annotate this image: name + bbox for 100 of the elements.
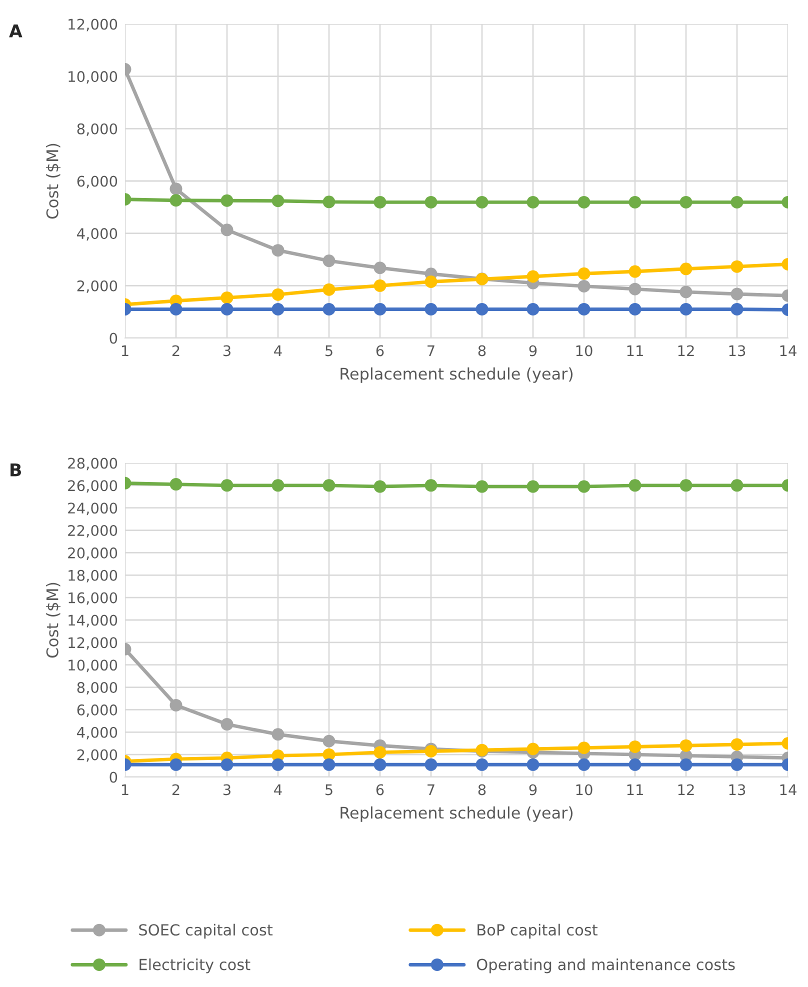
- x-tick-label: 5: [325, 784, 332, 796]
- point: [730, 260, 744, 273]
- x-tick-label: 6: [376, 345, 384, 356]
- point: [680, 758, 692, 771]
- point: [578, 196, 590, 208]
- x-tick-label: 7: [428, 784, 434, 796]
- point: [628, 302, 642, 316]
- point: [220, 194, 234, 207]
- point: [424, 196, 438, 208]
- point: [322, 758, 336, 771]
- point: [374, 196, 386, 208]
- point: [220, 758, 234, 771]
- point: [424, 479, 438, 492]
- point: [424, 275, 438, 288]
- x-tick-label: 2: [172, 345, 180, 356]
- y-tick-label: 16,000: [68, 592, 118, 605]
- y-tick-label: 22,000: [68, 525, 118, 538]
- point: [526, 302, 540, 316]
- point: [578, 758, 590, 771]
- point: [476, 196, 488, 208]
- x-tick-label: 7: [428, 345, 434, 356]
- x-axis-title: Replacement schedule (year): [340, 367, 573, 383]
- point: [628, 740, 642, 753]
- point: [578, 280, 590, 292]
- x-tick-label: 6: [376, 784, 384, 796]
- x-tick-label: 13: [729, 784, 746, 796]
- y-tick-label: 4,000: [77, 228, 118, 241]
- point: [526, 742, 540, 756]
- point: [526, 480, 540, 493]
- point: [730, 479, 744, 492]
- point: [220, 224, 234, 236]
- point: [374, 262, 386, 274]
- point: [322, 196, 336, 208]
- point: [476, 302, 488, 316]
- x-tick-label: 3: [223, 345, 230, 356]
- point: [322, 302, 336, 316]
- point: [272, 479, 284, 492]
- x-tick-label: 3: [223, 784, 230, 796]
- y-tick-label: 4,000: [77, 726, 118, 740]
- point: [220, 291, 234, 304]
- point: [578, 480, 590, 493]
- y-tick-label: 0: [110, 332, 118, 344]
- x-tick-label: 9: [529, 345, 537, 356]
- point: [170, 302, 182, 316]
- point: [220, 479, 234, 492]
- point: [374, 279, 386, 292]
- legend-label: SOEC capital cost: [139, 924, 273, 939]
- y-tick-label: 18,000: [68, 570, 118, 582]
- y-tick-label: 10,000: [68, 71, 118, 84]
- point: [526, 196, 540, 208]
- point: [220, 302, 234, 316]
- y-tick-label: 6,000: [77, 176, 118, 188]
- point: [322, 734, 336, 748]
- y-tick-label: 8,000: [77, 682, 118, 695]
- x-tick-label: 9: [529, 784, 537, 796]
- point: [578, 742, 590, 754]
- point: [730, 196, 744, 208]
- x-tick-label: 1: [122, 784, 128, 796]
- point: [170, 182, 182, 196]
- point: [272, 244, 284, 257]
- x-tick-label: 10: [576, 784, 592, 796]
- point: [374, 746, 386, 759]
- point: [730, 758, 744, 771]
- point: [272, 194, 284, 208]
- point: [680, 262, 692, 276]
- x-axis-title: Replacement schedule (year): [340, 806, 573, 822]
- chart-title: A: [9, 24, 22, 38]
- point: [628, 196, 642, 208]
- point: [628, 479, 642, 492]
- point: [272, 758, 284, 771]
- point: [730, 738, 744, 751]
- point: [730, 302, 744, 316]
- x-tick-label: 1: [122, 345, 128, 356]
- y-tick-label: 26,000: [68, 480, 118, 493]
- point: [628, 282, 642, 296]
- point: [272, 728, 284, 741]
- point: [170, 478, 182, 491]
- legend-label: Electricity cost: [140, 958, 250, 974]
- point: [424, 302, 438, 316]
- y-tick-label: 2,000: [77, 280, 118, 293]
- y-axis-title: Cost ($M): [46, 582, 60, 658]
- point: [476, 758, 488, 771]
- x-tick-label: 12: [678, 784, 694, 796]
- point: [578, 267, 590, 280]
- point: [628, 758, 642, 771]
- point: [322, 479, 336, 492]
- point: [526, 758, 540, 771]
- point: [272, 302, 284, 316]
- point: [374, 758, 386, 771]
- legend-label: Operating and maintenance costs: [476, 958, 735, 974]
- point: [730, 288, 744, 300]
- chart-title: B: [10, 464, 21, 476]
- point: [680, 302, 692, 316]
- y-tick-label: 6,000: [77, 704, 118, 717]
- point: [628, 265, 642, 278]
- legend-label: BoP capital cost: [478, 924, 598, 939]
- x-tick-label: 11: [627, 345, 643, 356]
- point: [680, 479, 692, 492]
- y-tick-label: 12,000: [68, 637, 118, 650]
- point: [322, 254, 336, 268]
